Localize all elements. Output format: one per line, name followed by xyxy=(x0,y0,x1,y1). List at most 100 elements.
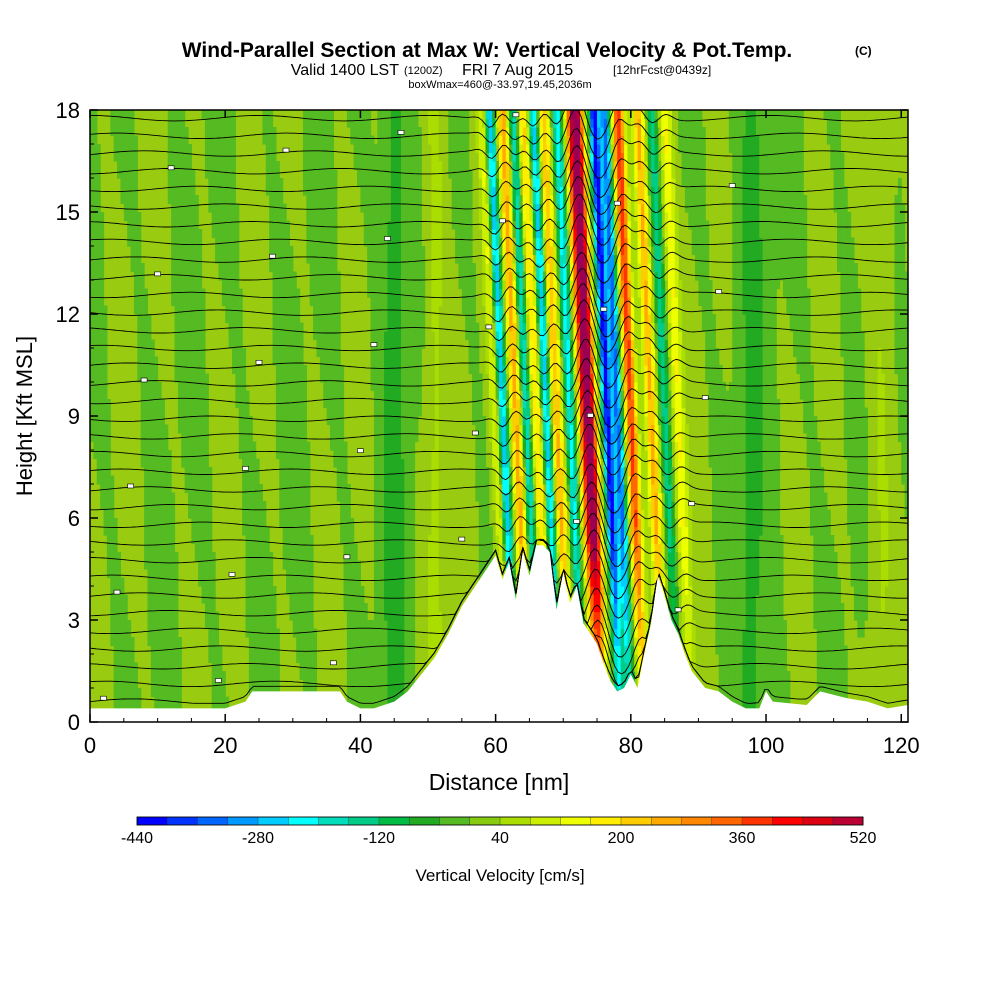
field-cell xyxy=(235,280,240,290)
field-cell xyxy=(360,645,365,655)
field-cell xyxy=(248,441,253,451)
field-cell xyxy=(323,178,328,188)
field-cell xyxy=(113,118,118,128)
field-cell xyxy=(397,339,402,349)
field-cell xyxy=(144,314,149,324)
field-cell xyxy=(397,526,402,536)
field-cell xyxy=(157,688,162,698)
field-cell xyxy=(174,679,179,689)
field-cell xyxy=(154,484,159,494)
field-cell xyxy=(201,543,206,553)
field-cell xyxy=(505,458,510,468)
field-cell xyxy=(502,399,507,409)
field-cell xyxy=(400,603,405,613)
field-cell xyxy=(373,407,378,417)
field-cell xyxy=(204,501,209,511)
field-cell xyxy=(302,501,307,511)
field-cell xyxy=(326,178,331,188)
field-cell xyxy=(100,373,105,383)
field-cell xyxy=(465,331,470,341)
field-cell xyxy=(515,356,520,366)
field-cell xyxy=(336,433,341,443)
field-cell xyxy=(377,416,382,426)
field-cell xyxy=(512,509,517,519)
field-cell xyxy=(434,484,439,494)
field-cell xyxy=(160,441,165,451)
field-cell xyxy=(363,696,368,706)
field-cell xyxy=(225,280,230,290)
field-cell xyxy=(231,169,236,179)
field-cell xyxy=(191,246,196,256)
field-cell xyxy=(96,288,101,298)
field-cell xyxy=(515,501,520,511)
field-cell xyxy=(174,127,179,137)
field-cell xyxy=(309,535,314,545)
field-cell xyxy=(323,195,328,205)
field-cell xyxy=(461,152,466,162)
field-cell xyxy=(390,314,395,324)
field-cell xyxy=(306,135,311,145)
field-cell xyxy=(515,382,520,392)
field-cell xyxy=(458,203,463,213)
field-cell xyxy=(211,654,216,664)
field-cell xyxy=(387,688,392,698)
field-cell xyxy=(275,271,280,281)
field-cell xyxy=(93,314,98,324)
field-cell xyxy=(147,356,152,366)
field-cell xyxy=(390,331,395,341)
field-cell xyxy=(174,365,179,375)
field-cell xyxy=(218,144,223,154)
field-cell xyxy=(502,416,507,426)
field-cell xyxy=(279,186,284,196)
field-cell xyxy=(350,671,355,681)
field-cell xyxy=(204,492,209,502)
field-cell xyxy=(458,127,463,137)
field-cell xyxy=(164,509,169,519)
field-cell xyxy=(404,424,409,434)
field-cell xyxy=(387,407,392,417)
field-cell xyxy=(404,654,409,664)
field-cell xyxy=(431,645,436,655)
field-cell xyxy=(316,314,321,324)
field-cell xyxy=(350,535,355,545)
field-cell xyxy=(400,484,405,494)
field-cell xyxy=(309,280,314,290)
field-cell xyxy=(93,220,98,230)
field-cell xyxy=(133,246,138,256)
field-cell xyxy=(485,220,490,230)
field-cell xyxy=(380,433,385,443)
field-cell xyxy=(390,135,395,145)
field-cell xyxy=(286,246,291,256)
field-cell xyxy=(221,288,226,298)
field-cell xyxy=(275,441,280,451)
field-cell xyxy=(174,229,179,239)
field-cell xyxy=(218,662,223,672)
field-cell xyxy=(482,297,487,307)
field-cell xyxy=(363,654,368,664)
field-cell xyxy=(417,178,422,188)
field-cell xyxy=(323,229,328,239)
field-cell xyxy=(184,416,189,426)
field-cell xyxy=(130,110,135,120)
field-cell xyxy=(184,271,189,281)
field-cell xyxy=(377,501,382,511)
field-cell xyxy=(411,603,416,613)
field-cell xyxy=(485,484,490,494)
field-cell xyxy=(370,254,375,264)
field-cell xyxy=(505,416,510,426)
field-cell xyxy=(174,161,179,171)
field-cell xyxy=(346,543,351,553)
field-cell xyxy=(171,645,176,655)
field-cell xyxy=(130,195,135,205)
field-cell xyxy=(505,509,510,519)
field-cell xyxy=(147,407,152,417)
field-cell xyxy=(499,331,503,341)
field-cell xyxy=(296,297,301,307)
field-cell xyxy=(414,331,419,341)
field-cell xyxy=(373,212,378,222)
field-cell xyxy=(133,662,138,672)
field-cell xyxy=(407,509,412,519)
field-cell xyxy=(458,246,463,256)
field-cell xyxy=(340,433,345,443)
field-cell xyxy=(272,127,277,137)
